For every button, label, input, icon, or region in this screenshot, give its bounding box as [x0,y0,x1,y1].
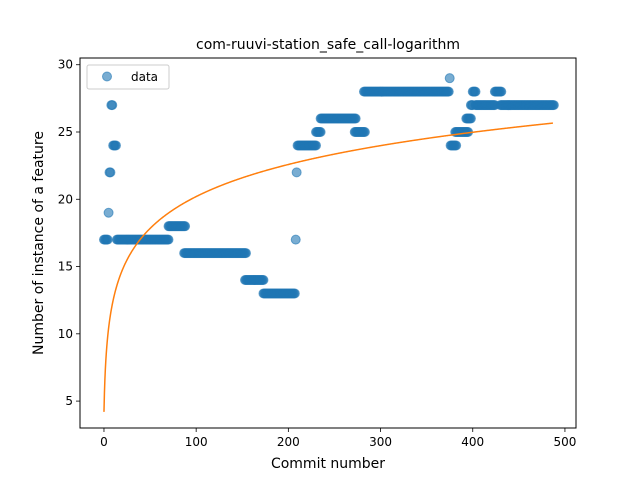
legend-box [86,64,170,90]
data-point [105,167,116,178]
y-tick-label: 20 [58,192,73,206]
x-tick-label: 200 [277,435,300,449]
fit-line [103,122,554,412]
x-axis-label: Commit number [271,456,385,472]
x-axis-ticks: 0 100 200 300 400 500 [100,428,576,449]
y-tick-label: 30 [58,58,73,72]
data-point [470,86,481,97]
data-point [315,127,326,137]
data-point [258,275,269,285]
y-tick-label: 15 [58,260,73,274]
data-point [451,140,462,151]
legend-label: data [131,70,158,84]
data-point [163,234,174,245]
data-point [444,73,455,84]
x-tick-label: 100 [185,435,208,449]
data-point [443,86,454,97]
data-point [289,288,300,299]
y-tick-label: 10 [58,327,73,341]
x-tick-label: 500 [553,435,576,449]
data-point [465,113,476,124]
data-point [311,140,322,151]
data-point [496,86,507,97]
data-point [290,234,301,245]
x-tick-label: 400 [461,435,484,449]
x-tick-label: 300 [369,435,392,449]
fit-layer [103,122,554,412]
data-point [103,207,114,218]
data-layer [98,73,559,299]
y-tick-label: 5 [65,394,73,408]
data-point [110,140,121,151]
data-point [548,100,559,111]
data-point [102,234,113,245]
data-point [240,248,251,259]
plot-frame [79,57,577,429]
data-point [107,100,118,111]
chart-title: com-ruuvi-station_safe_call-logarithm [196,37,460,53]
y-tick-label: 25 [58,125,73,139]
y-axis-ticks: 5 10 15 20 25 30 [58,58,80,408]
legend-marker [102,71,112,82]
x-tick-label: 0 [100,435,108,449]
y-axis-label: Number of instance of a feature [31,131,47,355]
data-point [180,221,191,232]
legend: data [86,64,170,90]
data-point [350,113,361,124]
data-point [359,127,370,137]
data-point [291,167,302,178]
